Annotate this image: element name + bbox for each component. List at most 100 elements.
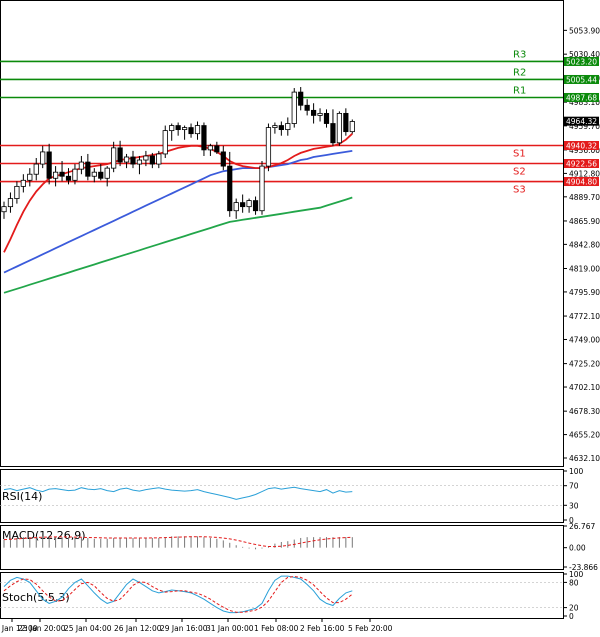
level-name: S2 (513, 167, 526, 178)
price-tick-label: 4865.90 (569, 217, 600, 226)
candle-bear (298, 91, 304, 106)
time-label: 23 Jan 20:00 (18, 624, 66, 633)
candle-bull (259, 165, 265, 212)
candle-bull (1, 206, 7, 213)
price-tick-label: 5053.90 (569, 26, 600, 35)
candle-bull (246, 200, 252, 208)
level-price-tag (564, 92, 599, 102)
candle-bull (123, 156, 130, 163)
macd-label: MACD(12,26,9) (2, 529, 86, 542)
candle-bull (194, 125, 201, 135)
candle-bull (207, 145, 213, 151)
level-price-label: 4987.68 (566, 93, 597, 102)
rsi-tick-label: 100 (569, 467, 584, 476)
price-tick-label: 4632.10 (569, 454, 600, 463)
macd-tick-label: 26.767 (569, 522, 595, 531)
candle-bear (310, 109, 317, 116)
macd-panel: MACD(12,26,9) 26.767 0.00 -23.866 (2, 522, 598, 572)
candle-bull (181, 127, 188, 131)
panel-frame (0, 0, 564, 467)
candle-bull (136, 159, 143, 165)
level-name: R3 (513, 49, 526, 60)
level-price-label: 5005.44 (566, 75, 597, 84)
candle-bull (53, 171, 59, 179)
price-tick-label: 4725.20 (569, 360, 600, 369)
stoch-tick-label: 100 (569, 570, 584, 579)
candle-bull (27, 173, 33, 181)
price-tick-label: 4819.00 (569, 265, 600, 274)
candle-bear (330, 123, 336, 144)
rsi-panel: RSI(14) 100 70 30 0 (0, 467, 584, 525)
candle-bear (252, 200, 259, 212)
stoch-label: Stoch(5,5,3) (2, 591, 70, 604)
candle-bull (233, 202, 239, 212)
candle-bull (156, 153, 162, 165)
current-price-box (564, 116, 599, 126)
candle-bull (349, 121, 355, 133)
candlesticks (1, 87, 355, 219)
level-name: R2 (513, 67, 526, 78)
price-tick-label: 4983.10 (569, 98, 600, 107)
time-label: 25 Jan 04:00 (64, 624, 112, 633)
candle-bear (175, 125, 181, 131)
price-tick-label: 5030.40 (569, 50, 600, 59)
rsi-tick-label: 70 (569, 482, 579, 491)
price-tick-label: 4795.90 (569, 288, 600, 297)
level-name: R1 (513, 85, 526, 96)
candle-bear (214, 145, 220, 153)
time-label: 31 Jan 00:00 (206, 624, 254, 633)
candle-bull (7, 198, 14, 208)
time-label: 29 Jan 16:00 (160, 624, 208, 633)
level-price-label: 4904.80 (566, 178, 597, 187)
candle-bear (59, 171, 65, 177)
candle-bear (343, 112, 349, 133)
candle-bear (188, 127, 194, 135)
candle-bull (111, 147, 117, 169)
candle-bear (227, 165, 233, 212)
level-price-label: 4940.32 (566, 142, 597, 151)
rsi-label: RSI(14) (2, 490, 42, 503)
level-price-tag (564, 141, 599, 151)
support-resistance-levels: R3 5023.20 R2 5005.44 R1 4987.68 S1 4940.32 S2 49… (0, 49, 599, 196)
candle-bear (98, 171, 104, 179)
candle-bull (336, 112, 343, 144)
candle-bear (323, 112, 330, 124)
candle-bear (304, 104, 310, 111)
time-label: 1 Feb 08:00 (254, 624, 299, 633)
moving-averages (3, 133, 353, 294)
price-tick-label: 4912.80 (569, 169, 600, 178)
ma-fast-line (3, 133, 353, 253)
stoch-k-line (3, 575, 353, 614)
macd-tick-label: -23.866 (569, 563, 598, 572)
price-tick-label: 4772.10 (569, 312, 600, 321)
current-price-label: 4964.32 (566, 117, 597, 126)
candle-bear (85, 161, 91, 177)
candle-bear (201, 125, 207, 151)
candle-bull (91, 171, 97, 177)
candle-bear (240, 202, 246, 208)
level-price-tag (564, 177, 599, 187)
price-tick-label: 4889.70 (569, 193, 600, 202)
candle-bull (143, 155, 149, 161)
current-price-tag: 4964.32 (564, 116, 599, 126)
stoch-tick-label: 0 (569, 612, 574, 621)
time-label: 5 Feb 20:00 (348, 624, 393, 633)
candle-bull (272, 125, 278, 128)
price-tick-label: 4655.20 (569, 431, 600, 440)
price-scale: 5053.905030.405006.704983.104959.704936.… (563, 26, 600, 463)
rsi-tick-label: 0 (569, 516, 574, 525)
price-tick-label: 4702.10 (569, 383, 600, 392)
level-name: S3 (513, 185, 526, 196)
candle-bull (20, 179, 26, 187)
panel-frame (0, 572, 564, 619)
candle-bull (104, 167, 110, 179)
level-price-label: 4922.56 (566, 160, 597, 169)
candle-bull (265, 127, 272, 167)
macd-tick-label: 0.00 (569, 544, 586, 553)
candle-bull (162, 130, 168, 155)
time-label: 24 Jan 12:00 (0, 624, 38, 633)
candle-bull (78, 161, 84, 170)
